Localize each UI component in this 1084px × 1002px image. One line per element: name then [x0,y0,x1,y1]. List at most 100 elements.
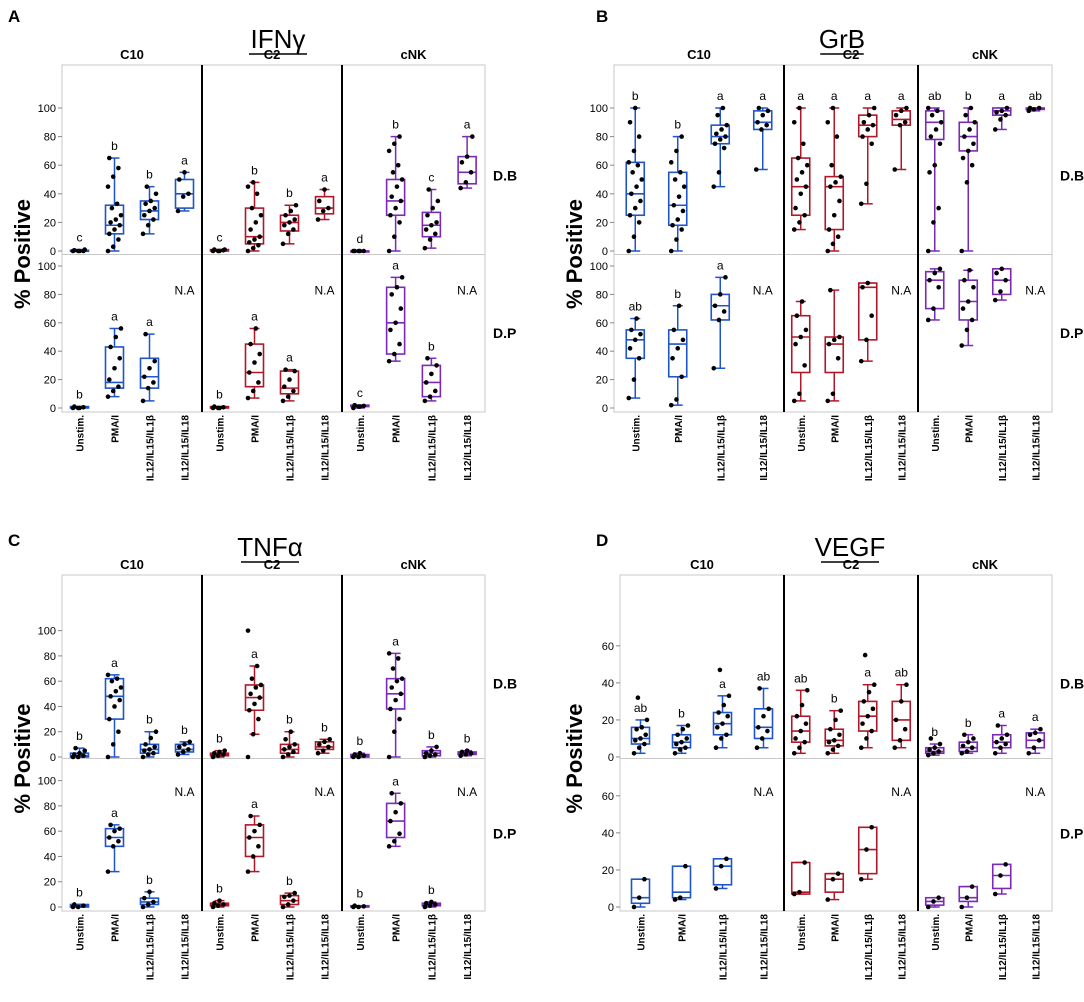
data-point [458,185,463,191]
data-point [434,220,439,225]
data-point [77,405,82,411]
data-point [357,404,363,409]
significance-letter: b [965,716,972,730]
data-point [791,120,797,125]
significance-letter: a [864,89,871,103]
data-point [714,131,719,137]
y-axis-label: % Positive [10,199,35,309]
data-point [143,331,148,337]
group-label-C10: C10 [120,47,144,62]
row-label-DB: D.B [1060,168,1084,184]
data-point [865,280,871,286]
data-point [802,860,807,865]
data-point [394,678,400,684]
panel-letter: A [8,7,20,26]
data-point [721,145,727,151]
significance-letter: d [357,232,364,246]
data-point [144,184,150,189]
data-point [322,739,327,745]
data-point [113,334,119,340]
data-point [222,748,227,753]
data-point [1027,732,1033,738]
data-point [925,752,931,758]
data-point [679,374,684,380]
significance-letter: b [76,388,83,402]
data-point [429,371,434,377]
data-point [148,735,154,741]
data-point [716,317,722,323]
data-point [283,212,288,218]
data-point [802,739,807,745]
y-tick-label: 40 [602,828,614,840]
y-tick-label: 80 [44,132,56,144]
data-point [221,752,226,757]
significance-letter: a [111,656,118,670]
data-point [759,736,765,741]
significance-letter: b [464,732,471,746]
data-point [757,686,762,691]
row-label-DP: D.P [1060,325,1083,341]
plot-frame [619,574,1053,912]
data-point [632,205,638,211]
significance-letter: a [898,89,905,103]
data-point [81,753,86,759]
plot-frame [61,64,486,413]
data-point [971,285,976,290]
group-label-C10: C10 [687,47,711,62]
data-point [356,904,361,910]
data-point [797,889,802,895]
box-DB-cNK-3: b [457,732,477,759]
box-DP-C2-2 [857,280,878,364]
data-point [110,388,116,394]
data-point [425,212,430,218]
data-point [110,244,116,250]
data-point [392,729,397,735]
data-point [105,248,111,254]
data-point [182,742,187,747]
significance-letter: ab [757,669,771,683]
data-point [425,356,430,361]
data-point [898,699,904,704]
box-DP-cNK-1 [958,884,979,910]
x-tick-label: Unstim. [637,914,648,951]
data-point [252,701,257,707]
data-point [394,285,400,290]
data-point [427,394,433,399]
data-point [388,706,393,712]
box-iqr [710,124,731,145]
data-point [293,202,299,208]
na-label: N.A [753,283,773,297]
data-point [964,180,970,185]
data-point [81,903,86,909]
data-point [322,187,327,192]
significance-letter: a [321,171,328,185]
data-point [398,801,404,806]
box-DB-cNK-0: d [350,232,370,254]
data-point [116,237,121,242]
data-point [257,234,263,239]
y-tick-label: 100 [38,776,56,788]
box-iqr [924,110,945,141]
data-point [423,750,429,756]
data-point [280,241,286,247]
x-tick-label: IL12/IL15/IL1β [998,415,1009,481]
data-point [928,736,934,741]
data-point [250,180,256,185]
significance-letter: b [831,692,838,706]
x-tick-label: PMA/I [111,914,122,942]
box-iqr [279,370,300,395]
data-point [799,170,805,175]
data-point [280,398,286,404]
data-point [292,368,298,374]
significance-letter: b [678,706,685,720]
box-iqr [824,175,845,231]
data-point [257,695,263,700]
box-DB-C2-3: a [891,89,912,172]
significance-letter: b [111,139,118,153]
significance-letter: b [357,734,364,748]
y-tick-label: 100 [590,103,608,115]
data-point [672,177,678,182]
data-point [258,682,264,688]
data-point [825,398,831,404]
data-point [869,141,874,147]
